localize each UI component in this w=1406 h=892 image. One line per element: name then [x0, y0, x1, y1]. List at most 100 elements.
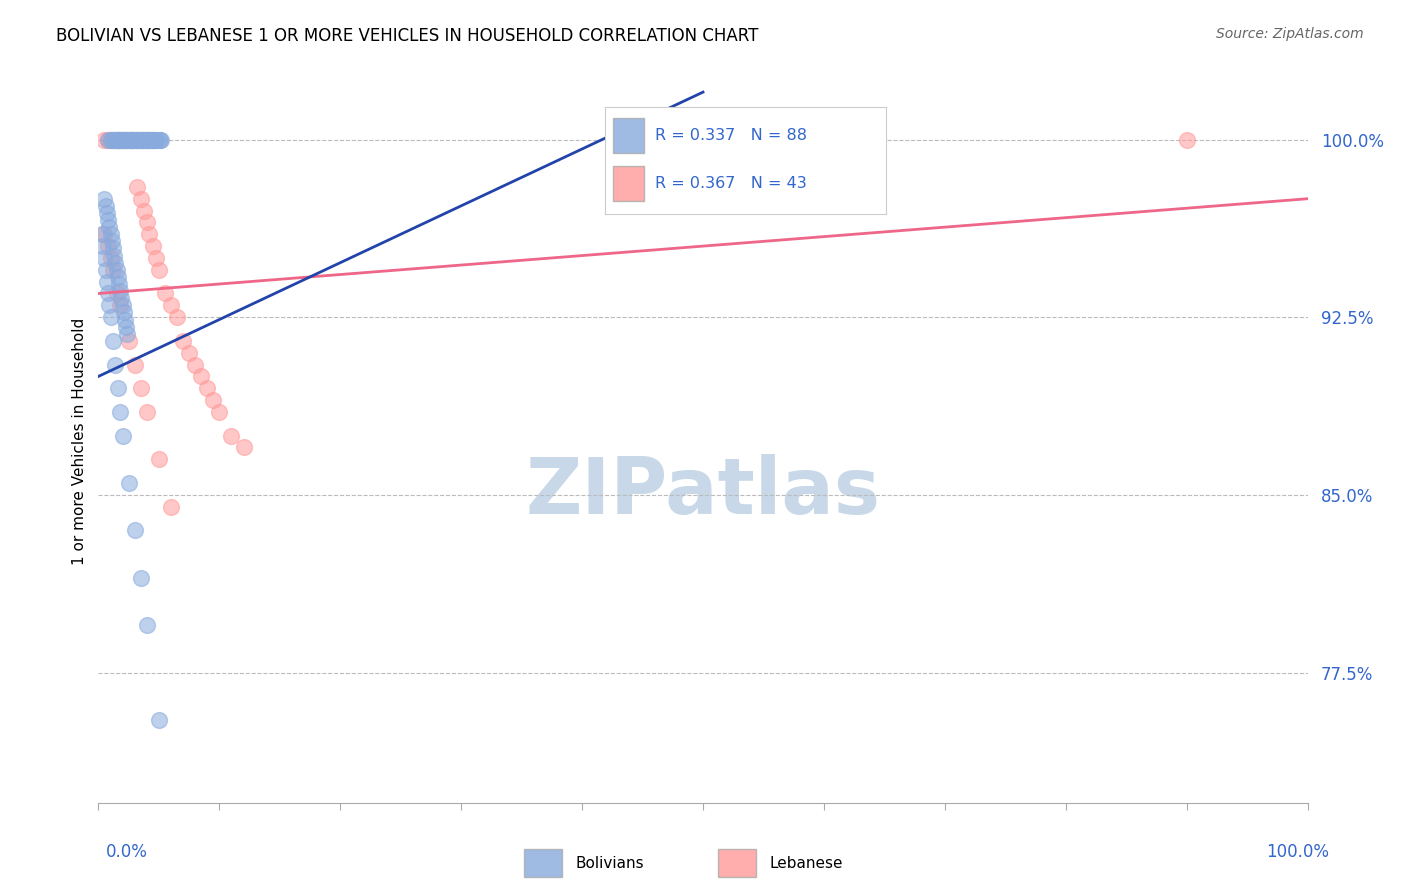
Point — [127, 132, 149, 146]
Point — [105, 286, 128, 301]
Point — [108, 298, 131, 312]
Point — [104, 358, 127, 372]
Point — [129, 192, 152, 206]
Point — [97, 132, 120, 146]
Point — [135, 132, 157, 146]
Point — [117, 326, 139, 341]
Point — [100, 132, 122, 146]
Point — [105, 132, 128, 146]
Point — [131, 132, 153, 146]
Point — [101, 334, 124, 348]
Point — [120, 132, 142, 146]
Point — [101, 132, 124, 146]
Point — [100, 132, 122, 146]
Point — [136, 132, 159, 146]
Point — [145, 132, 167, 146]
Point — [120, 132, 142, 146]
Point — [94, 262, 117, 277]
Point — [124, 132, 146, 146]
Point — [127, 180, 149, 194]
Point — [129, 571, 152, 585]
Point — [107, 132, 129, 146]
Text: Lebanese: Lebanese — [769, 855, 842, 871]
Point — [93, 227, 115, 242]
Point — [101, 262, 124, 277]
Point — [131, 132, 153, 146]
Point — [172, 334, 194, 348]
Point — [111, 132, 134, 146]
Text: Source: ZipAtlas.com: Source: ZipAtlas.com — [1216, 27, 1364, 41]
Point — [135, 132, 157, 146]
Point — [142, 132, 165, 146]
Point — [208, 405, 231, 419]
Point — [103, 249, 125, 263]
Point — [179, 345, 201, 359]
Text: R = 0.367   N = 43: R = 0.367 N = 43 — [655, 176, 807, 191]
Point — [134, 132, 156, 146]
Point — [104, 255, 127, 269]
Text: Bolivians: Bolivians — [575, 855, 644, 871]
Point — [110, 291, 132, 305]
Point — [105, 262, 128, 277]
Point — [118, 334, 141, 348]
Point — [153, 286, 176, 301]
Point — [121, 132, 143, 146]
Point — [107, 381, 129, 395]
Point — [128, 132, 150, 146]
Point — [108, 284, 131, 298]
Text: R = 0.337   N = 88: R = 0.337 N = 88 — [655, 128, 807, 143]
Point — [148, 713, 170, 727]
Point — [142, 239, 165, 253]
Point — [118, 132, 141, 146]
Point — [97, 239, 120, 253]
Point — [111, 132, 134, 146]
Point — [129, 381, 152, 395]
Point — [1175, 132, 1198, 146]
Point — [148, 262, 170, 277]
Point — [94, 199, 117, 213]
Point — [97, 213, 120, 227]
Point — [93, 251, 115, 265]
Point — [122, 132, 145, 146]
Point — [105, 132, 128, 146]
Point — [160, 500, 183, 514]
Point — [100, 310, 122, 325]
Point — [132, 132, 155, 146]
Point — [143, 132, 166, 146]
Point — [141, 132, 163, 146]
Point — [115, 319, 138, 334]
Point — [93, 192, 115, 206]
Point — [142, 132, 165, 146]
FancyBboxPatch shape — [718, 849, 756, 877]
Point — [143, 132, 166, 146]
Point — [108, 277, 131, 291]
Point — [134, 203, 156, 218]
Point — [105, 132, 128, 146]
Point — [100, 227, 122, 242]
Point — [107, 132, 129, 146]
Point — [101, 242, 124, 256]
Point — [93, 132, 115, 146]
Point — [97, 132, 120, 146]
Point — [135, 215, 157, 229]
Point — [108, 405, 131, 419]
Point — [117, 132, 139, 146]
Point — [98, 298, 121, 312]
Point — [145, 251, 167, 265]
Point — [135, 405, 157, 419]
Point — [98, 220, 121, 235]
Point — [125, 132, 148, 146]
Point — [112, 305, 135, 319]
Point — [129, 132, 152, 146]
Point — [96, 275, 118, 289]
Text: ZIPatlas: ZIPatlas — [526, 454, 880, 530]
Point — [160, 298, 183, 312]
Point — [127, 132, 149, 146]
Point — [112, 132, 135, 146]
Point — [121, 132, 143, 146]
Point — [149, 132, 172, 146]
Point — [121, 132, 143, 146]
Point — [118, 475, 141, 490]
Point — [110, 132, 132, 146]
Point — [124, 524, 146, 538]
